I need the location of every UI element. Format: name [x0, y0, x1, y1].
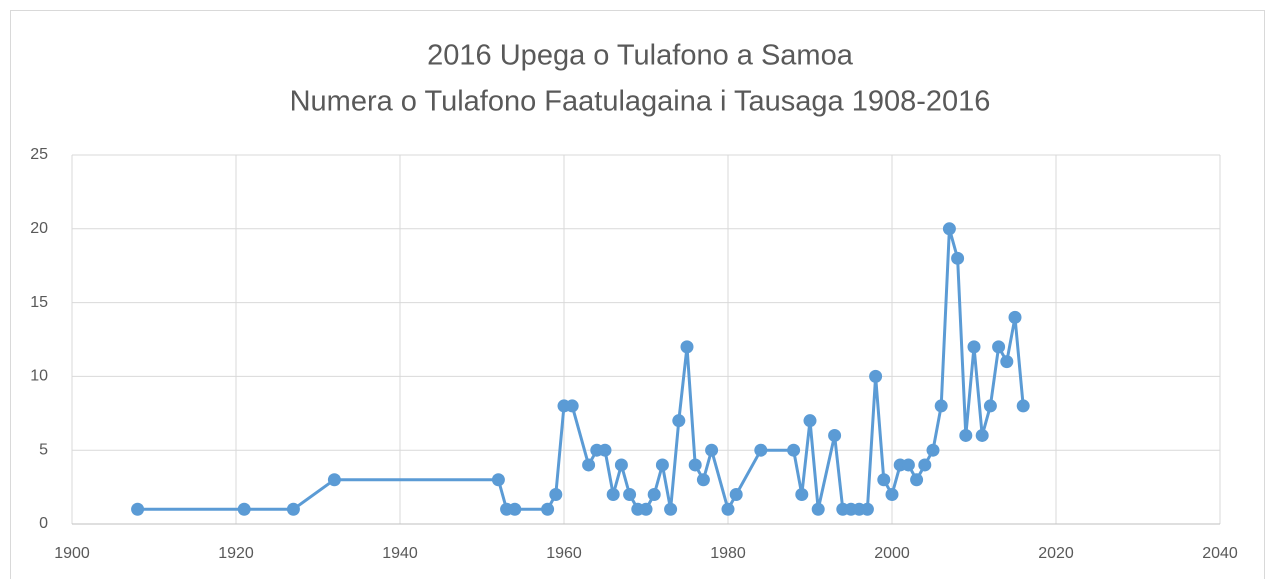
data-point — [508, 502, 522, 516]
data-point — [1000, 355, 1014, 369]
data-point — [655, 458, 669, 472]
data-point — [754, 443, 768, 457]
data-point — [926, 443, 940, 457]
data-point — [811, 502, 825, 516]
x-tick-label: 1960 — [546, 545, 582, 562]
y-tick-label: 5 — [39, 441, 48, 458]
data-point — [721, 502, 735, 516]
data-point — [549, 487, 563, 501]
data-point — [992, 340, 1006, 354]
x-tick-label: 1920 — [218, 545, 254, 562]
data-point — [1008, 310, 1022, 324]
data-point — [959, 428, 973, 442]
x-tick-label: 1980 — [710, 545, 746, 562]
data-point — [795, 487, 809, 501]
data-point — [647, 487, 661, 501]
data-point — [803, 414, 817, 428]
data-point — [1016, 399, 1030, 413]
data-point — [951, 251, 965, 265]
data-point — [729, 487, 743, 501]
data-point — [885, 487, 899, 501]
y-tick-label: 0 — [39, 515, 48, 532]
chart-subtitle: Numera o Tulafono Faatulagaina i Tausaga… — [290, 86, 991, 118]
data-point — [639, 502, 653, 516]
y-tick-label: 10 — [30, 368, 48, 385]
data-point — [705, 443, 719, 457]
data-point — [598, 443, 612, 457]
x-tick-label: 2000 — [874, 545, 910, 562]
data-point — [975, 428, 989, 442]
data-point — [680, 340, 694, 354]
data-point — [787, 443, 801, 457]
data-point — [131, 502, 145, 516]
data-point — [877, 473, 891, 487]
x-tick-label: 2020 — [1038, 545, 1074, 562]
data-point — [582, 458, 596, 472]
data-point — [237, 502, 251, 516]
data-point — [942, 222, 956, 236]
x-tick-label: 1900 — [54, 545, 90, 562]
data-point — [614, 458, 628, 472]
data-point — [967, 340, 981, 354]
data-point — [672, 414, 686, 428]
data-point — [869, 369, 883, 383]
data-point — [623, 487, 637, 501]
data-point — [565, 399, 579, 413]
data-point — [934, 399, 948, 413]
x-tick-label: 2040 — [1202, 545, 1238, 562]
data-point — [828, 428, 842, 442]
y-tick-label: 25 — [30, 146, 48, 163]
data-point — [910, 473, 924, 487]
y-tick-label: 15 — [30, 294, 48, 311]
data-point — [688, 458, 702, 472]
data-point — [918, 458, 932, 472]
data-point — [696, 473, 710, 487]
y-tick-label: 20 — [30, 220, 48, 237]
data-point — [664, 502, 678, 516]
data-point — [491, 473, 505, 487]
data-point — [327, 473, 341, 487]
data-point — [860, 502, 874, 516]
data-point — [286, 502, 300, 516]
chart-title: 2016 Upega o Tulafono a Samoa — [427, 40, 854, 72]
data-point — [541, 502, 555, 516]
x-tick-label: 1940 — [382, 545, 418, 562]
data-point — [606, 487, 620, 501]
data-point — [901, 458, 915, 472]
data-point — [983, 399, 997, 413]
